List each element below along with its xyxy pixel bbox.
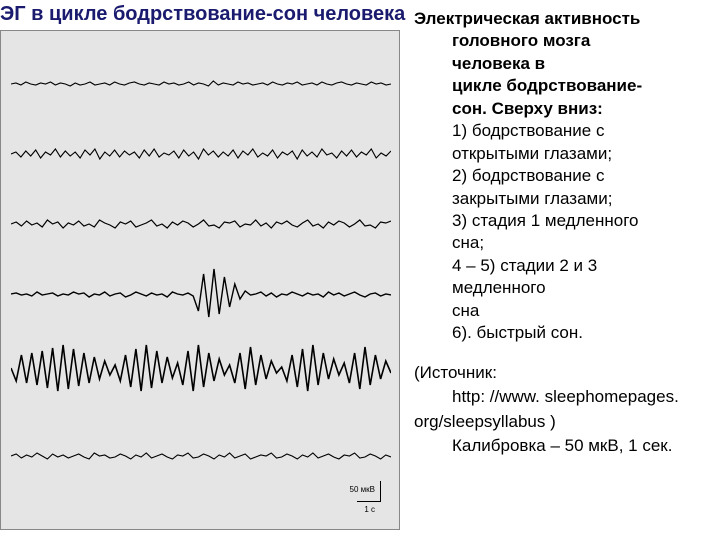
eeg-trace-stage-2-3b: [11, 333, 391, 403]
eeg-trace-wake-eyes-open: [11, 49, 391, 119]
source-text: (Источник: http: //www. sleephomepages. …: [414, 361, 706, 460]
eeg-trace-wake-eyes-closed: [11, 119, 391, 189]
calib-time: 1 c: [364, 505, 375, 514]
eeg-panel: ЭГ в цикле бодрствование-сон человека 50…: [0, 0, 400, 540]
description-panel: Электрическая активность головного мозга…: [400, 0, 720, 540]
chart-area: 50 мкВ 1 c: [0, 30, 400, 530]
eeg-trace-stage-2-3a: [11, 259, 391, 329]
eeg-trace-stage-1: [11, 189, 391, 259]
calibration-marker: 50 мкВ 1 c: [321, 481, 381, 513]
chart-title: ЭГ в цикле бодрствование-сон человека: [0, 3, 405, 26]
description-text: Электрическая активность головного мозга…: [414, 8, 706, 345]
calib-voltage: 50 мкВ: [350, 485, 375, 494]
